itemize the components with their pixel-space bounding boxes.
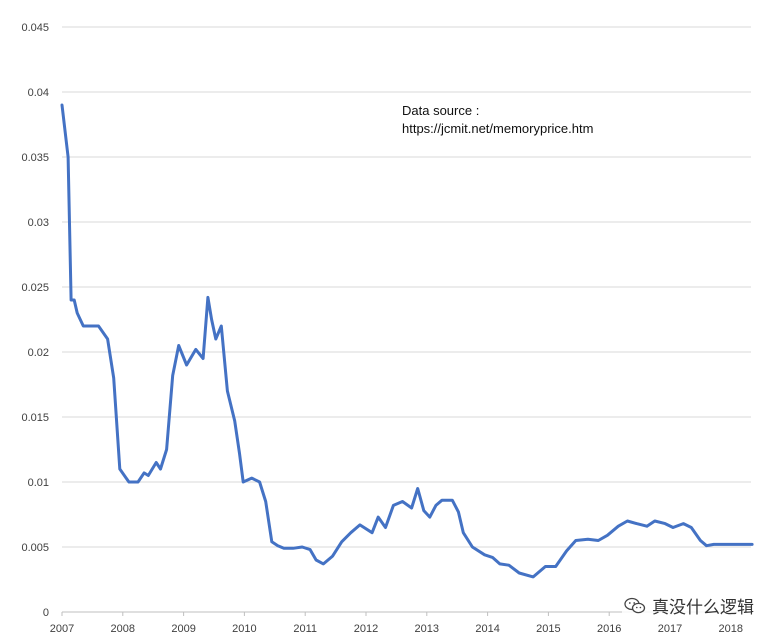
y-tick-label: 0.04: [28, 87, 49, 99]
x-tick-label: 2012: [354, 623, 378, 635]
x-tick-label: 2008: [111, 623, 135, 635]
x-tick-label: 2018: [719, 623, 743, 635]
y-tick-label: 0.03: [28, 217, 49, 229]
wechat-icon: [624, 597, 646, 613]
x-tick-label: 2009: [171, 623, 195, 635]
x-tick-label: 2017: [658, 623, 682, 635]
y-tick-label: 0.02: [28, 347, 49, 359]
x-tick-labels: 2007 2008 2009 2010 2011 2012 2013 2014 2015 2016…: [50, 623, 743, 635]
data-source-annotation: Data source : https://jcmit.net/memorypr…: [402, 103, 593, 136]
x-tick-label: 2007: [50, 623, 74, 635]
watermark-text: 真没什么逻辑: [652, 598, 754, 618]
x-tick-label: 2013: [415, 623, 439, 635]
y-tick-label: 0.005: [21, 542, 49, 554]
series-layer: [60, 103, 754, 579]
y-tick-label: 0.015: [21, 412, 49, 424]
annotation-line-2: https://jcmit.net/memoryprice.htm: [402, 121, 593, 136]
y-tick-label: 0.035: [21, 152, 49, 164]
y-tick-label: 0: [43, 607, 49, 619]
y-tick-label: 0.01: [28, 477, 49, 489]
annotation-line-1: Data source :: [402, 103, 479, 118]
x-tick-label: 2014: [475, 623, 499, 635]
y-tick-label: 0.025: [21, 282, 49, 294]
x-tick-label: 2010: [232, 623, 256, 635]
x-tick-label: 2011: [293, 623, 317, 635]
y-tick-labels: 0 0.005 0.01 0.015 0.02 0.025 0.03 0.035 0.04 0.0…: [21, 22, 49, 619]
series-line: [60, 103, 754, 579]
x-tick-label: 2015: [536, 623, 560, 635]
y-tick-label: 0.045: [21, 22, 49, 34]
watermark: 真没什么逻辑: [622, 593, 756, 618]
x-tick-label: 2016: [597, 623, 621, 635]
